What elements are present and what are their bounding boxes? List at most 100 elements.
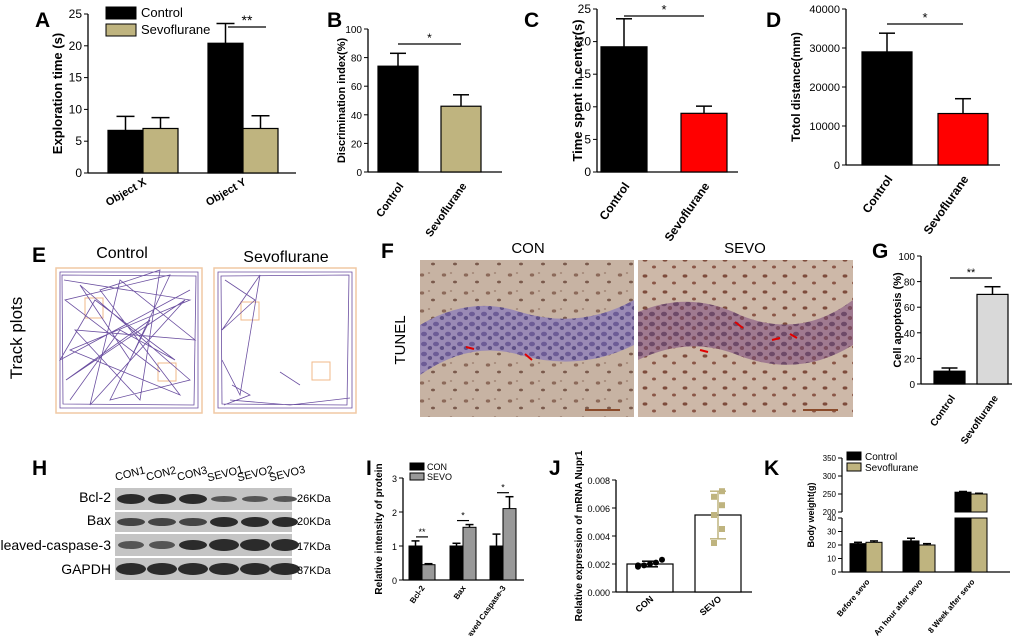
bar <box>600 46 648 173</box>
y-axis-label: Cell apoptosis (%) <box>892 272 904 368</box>
panel-label-e: E <box>32 244 46 267</box>
data-point <box>641 562 647 569</box>
blot-bands <box>116 494 300 575</box>
chart-b: 0 20 40 60 80 100 Discrimination index(%) Contr… <box>336 25 502 239</box>
bar <box>377 65 419 173</box>
y-tick-label: 350 <box>823 454 837 463</box>
y-axis-label: Exploration time (s) <box>50 33 65 154</box>
significance-mark: ** <box>418 527 426 537</box>
band <box>271 539 299 551</box>
y-tick-label: 40000 <box>809 4 840 16</box>
cell-layer-sevo <box>638 300 853 365</box>
x-tick-label: Object Y <box>204 176 249 209</box>
x-tick-label: Sevoflurane <box>959 393 1001 447</box>
bar <box>626 563 674 593</box>
band <box>117 518 145 526</box>
protein-label: GAPDH <box>61 561 111 577</box>
y-tick-label: 0 <box>909 380 915 391</box>
bar <box>680 112 728 173</box>
red-arrow <box>789 333 798 339</box>
y-tick-label: 3 <box>392 474 397 484</box>
band <box>116 563 146 575</box>
x-tick-label: Control <box>597 180 633 223</box>
band <box>272 517 298 527</box>
panel-label-j: J <box>549 457 561 480</box>
legend-swatch <box>846 462 862 472</box>
y-tick-label: 15 <box>578 67 592 81</box>
chart-a: 0 5 10 15 20 25 Exploration time (s) Object X Ob… <box>50 5 296 209</box>
x-tick-label: Control <box>860 173 896 216</box>
panel-label-a: A <box>35 9 50 32</box>
data-point <box>653 559 659 566</box>
size-label: 37KDa <box>297 565 332 577</box>
western-blot: CON1 CON2 CON3 SEVO1 SEVO2 SEVO3 Bcl-2 B… <box>0 464 332 580</box>
legend-swatch <box>105 6 137 20</box>
bar <box>976 293 1009 385</box>
lane-label: CON1 <box>114 465 147 484</box>
data-point <box>711 540 717 546</box>
y-tick-label: 100 <box>898 252 915 263</box>
arena-control <box>55 267 203 414</box>
y-tick-label: 10 <box>827 555 836 564</box>
size-label: 26KDa <box>297 493 332 505</box>
data-point <box>659 556 665 563</box>
lane-label: CON2 <box>145 465 178 484</box>
y-tick-label: 0.002 <box>587 560 610 570</box>
significance-mark: ** <box>967 267 976 279</box>
track-plots: Track plots Control Sevoflurane <box>7 245 357 414</box>
y-tick-label: 0.006 <box>587 504 610 514</box>
y-axis-label: Totol distance(mm) <box>789 32 803 142</box>
y-tick-label: 300 <box>823 472 837 481</box>
y-tick-label: 20 <box>904 354 916 365</box>
data-point <box>647 561 653 567</box>
object-zone <box>311 361 331 381</box>
data-point <box>711 512 717 518</box>
tunel-ylabel: TUNEL <box>392 315 409 364</box>
legend-label: Sevoflurane <box>865 463 919 474</box>
panel-label-d: D <box>766 9 781 32</box>
object-zone <box>157 362 177 382</box>
legend-label: SEVO <box>427 472 452 482</box>
band <box>240 563 270 575</box>
x-tick-label: Object X <box>104 176 149 209</box>
data-point <box>719 502 725 509</box>
panel-label-k: K <box>764 457 779 480</box>
panel-label-i: I <box>366 457 372 480</box>
legend-label: Sevoflurane <box>141 22 210 37</box>
band <box>147 563 177 575</box>
bar <box>849 543 867 573</box>
track-title-sevo: Sevoflurane <box>243 249 328 266</box>
bar <box>933 370 966 385</box>
track-title-control: Control <box>96 245 148 262</box>
x-tick-label: 8 Week after sevo <box>926 577 976 635</box>
bar <box>902 540 920 573</box>
protein-label: Bax <box>87 512 111 528</box>
lane-label: SEVO3 <box>268 464 307 485</box>
x-tick-label: Sevoflurane <box>662 179 713 244</box>
panel-label-c: C <box>524 9 539 32</box>
y-tick-label: 20 <box>351 139 363 150</box>
significance-mark: * <box>922 10 927 25</box>
x-tick-label: Control <box>374 181 406 220</box>
tunel-arrows <box>465 321 798 361</box>
cell-layer-con <box>420 300 634 375</box>
y-tick-label: 5 <box>75 134 82 148</box>
y-tick-label: 20 <box>578 35 592 49</box>
data-point <box>635 562 641 569</box>
red-arrow <box>699 349 709 353</box>
protein-label: Cleaved-caspase-3 <box>0 537 111 553</box>
y-tick-label: 250 <box>823 490 837 499</box>
panel-label-b: B <box>327 9 342 32</box>
band <box>270 563 300 575</box>
y-tick-label: 10 <box>69 102 83 116</box>
significance-mark: * <box>661 2 666 17</box>
legend-swatch <box>409 472 425 481</box>
bar <box>408 545 423 581</box>
bar <box>242 127 279 174</box>
red-arrow <box>524 353 533 361</box>
object-zone <box>240 301 260 321</box>
y-tick-label: 0.000 <box>587 588 610 598</box>
